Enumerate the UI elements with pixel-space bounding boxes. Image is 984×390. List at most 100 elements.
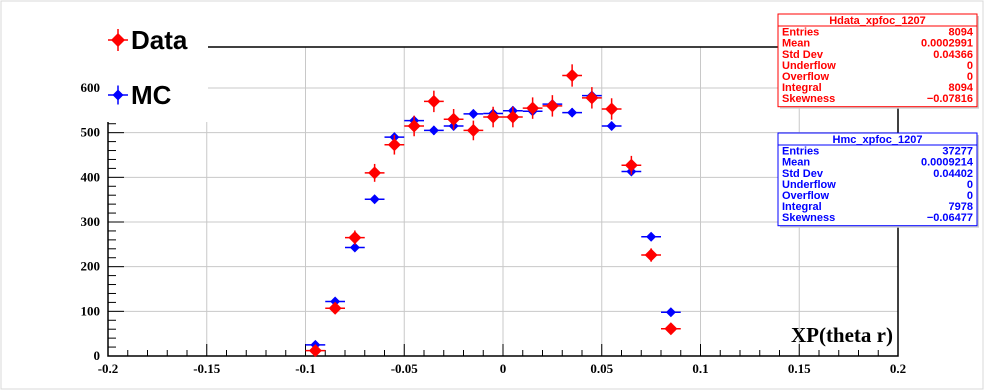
data-point-data: [542, 95, 563, 117]
stat-box-1: Hmc_xpfoc_1207 Entries 37277 Mean 0.0009214 S…: [777, 132, 979, 228]
marker-data: [427, 94, 441, 108]
stat-label: Std Dev: [782, 168, 824, 180]
stat-value: −0.06477: [927, 212, 973, 224]
y-tick-labels: 0 100 200 300 400 500 600: [81, 80, 101, 363]
data-point-data: [621, 155, 642, 175]
stat-box-0: Hdata_xpfoc_1207 Entries 8094 Mean 0.0002991…: [777, 13, 979, 109]
stat-box-frame: [777, 13, 978, 108]
x-tick-label: 0.1: [692, 361, 708, 376]
stat-label: Integral: [782, 82, 822, 94]
stat-value: 0.04366: [933, 49, 973, 61]
stat-value: 8094: [949, 27, 974, 39]
x-tick-label: 0.05: [590, 361, 613, 376]
legend-marker: [111, 33, 125, 47]
marker-data: [506, 110, 520, 124]
stat-box-title: Hdata_xpfoc_1207: [829, 15, 926, 27]
stat-label: Mean: [782, 38, 810, 50]
x-tick-label: -0.1: [295, 361, 316, 376]
marker-data: [387, 138, 401, 152]
marker-mc: [665, 307, 676, 318]
stat-value: 0: [967, 179, 973, 191]
stat-label: Overflow: [782, 190, 830, 202]
stat-value: 0: [967, 60, 973, 72]
data-point-data: [522, 97, 543, 119]
data-point-data: [601, 98, 622, 120]
marker-data: [348, 231, 362, 245]
data-point-data: [384, 134, 405, 155]
y-tick-label: 0: [94, 348, 101, 363]
x-tick-label: 0.2: [890, 361, 906, 376]
marker-mc: [349, 242, 360, 253]
marker-mc: [428, 125, 439, 136]
data-point-data: [404, 115, 424, 137]
marker-data: [585, 91, 599, 105]
marker-data: [624, 158, 638, 172]
stat-label: Entries: [782, 27, 819, 39]
marker-data: [565, 68, 579, 82]
marker-data: [486, 110, 500, 124]
stat-label: Std Dev: [782, 49, 824, 61]
stat-label: Underflow: [782, 60, 836, 72]
data-point-data: [503, 106, 523, 128]
stat-label: Skewness: [782, 93, 835, 105]
marker-data: [664, 322, 678, 336]
data-point-mc: [364, 194, 385, 205]
y-tick-label: 200: [81, 259, 101, 274]
data-point-mc: [641, 231, 661, 242]
stat-value: 0.04402: [933, 168, 973, 180]
marker-data: [605, 102, 619, 116]
marker-data: [644, 248, 658, 262]
marker-data: [328, 301, 342, 315]
marker-mc: [646, 231, 657, 242]
data-point-mc: [661, 307, 681, 318]
marker-data: [407, 119, 421, 133]
legend-entries: Data MC: [108, 25, 188, 110]
data-point-data: [305, 344, 326, 358]
stat-value: 37277: [942, 146, 973, 158]
stat-value: 8094: [949, 82, 974, 94]
stat-boxes: Hdata_xpfoc_1207 Entries 8094 Mean 0.0002991…: [777, 13, 979, 228]
x-tick-label: 0.15: [788, 361, 811, 376]
stat-label: Underflow: [782, 179, 836, 191]
data-point-mc: [345, 242, 365, 253]
stat-value: 0: [967, 190, 973, 202]
stat-label: Mean: [782, 157, 810, 169]
data-point-data: [463, 120, 484, 141]
data-point-data: [562, 64, 582, 87]
legend-entry-mc: MC: [108, 80, 172, 110]
y-tick-label: 100: [81, 303, 101, 318]
marker-mc: [330, 296, 341, 307]
legend-marker: [112, 89, 124, 101]
stat-label: Entries: [782, 146, 819, 158]
data-point-mc: [463, 108, 484, 119]
stat-value: 7978: [949, 201, 973, 213]
data-point-mc: [424, 125, 444, 136]
data-point-data: [661, 322, 681, 336]
marker-data: [526, 101, 540, 115]
data-point-data: [325, 301, 345, 315]
data-point-data: [483, 106, 503, 128]
data-point-mc: [601, 120, 622, 131]
stat-value: 0.0002991: [921, 38, 973, 50]
grid: [108, 47, 898, 356]
x-tick-labels: -0.2 -0.15 -0.1 -0.05 0 0.05 0.1 0.15 0.2: [98, 361, 906, 376]
x-tick-label: 0: [500, 361, 507, 376]
data-point-data: [641, 248, 661, 262]
x-tick-label: -0.15: [193, 361, 221, 376]
x-axis-title: XP(theta r): [791, 323, 893, 347]
legend-entry-data: Data: [108, 25, 188, 55]
stat-box-title: Hmc_xpfoc_1207: [833, 134, 923, 146]
stat-box-frame: [777, 132, 978, 227]
stat-value: 0: [967, 71, 973, 83]
marker-mc: [369, 194, 380, 205]
marker-mc: [567, 107, 578, 118]
data-point-mc: [325, 296, 345, 307]
legend-label: Data: [131, 25, 188, 55]
marker-data: [545, 99, 559, 113]
data-point-data: [364, 163, 385, 182]
marker-data: [466, 123, 480, 137]
data-point-data: [582, 87, 602, 109]
marker-data: [368, 166, 382, 180]
marker-data: [447, 112, 461, 126]
